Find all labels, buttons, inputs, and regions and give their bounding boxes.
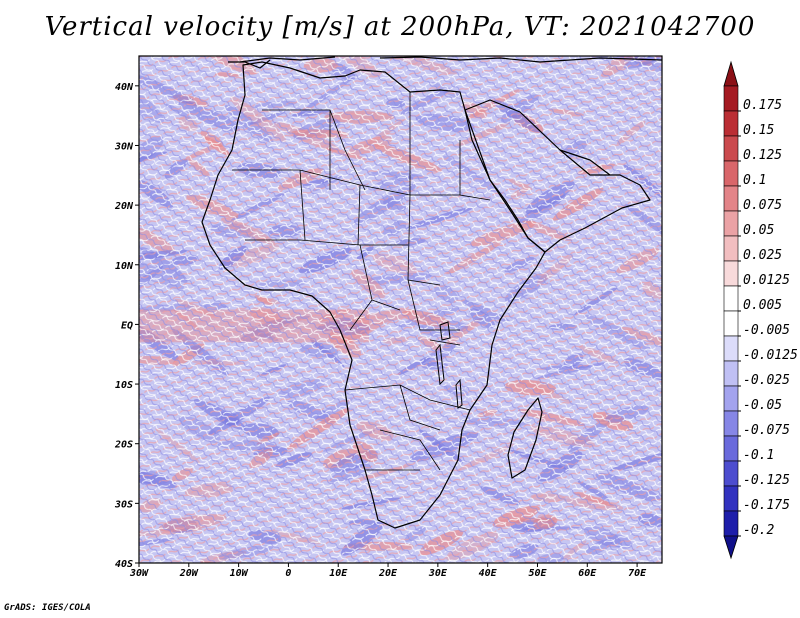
lakes	[435, 321, 463, 409]
colorbar-label: -0.005	[743, 323, 790, 338]
lat-tick-label: 40S	[115, 559, 133, 570]
colorbar-label: 0.0125	[743, 273, 790, 288]
colorbar-label: -0.0125	[743, 348, 798, 363]
colorbar-label: 0.005	[743, 298, 782, 313]
colorbar-label: 0.125	[743, 148, 782, 163]
colorbar-label: 0.075	[743, 198, 782, 213]
colorbar-label: -0.175	[743, 498, 790, 513]
colorbar-swatch	[723, 235, 739, 262]
africa-coastline	[201, 61, 546, 529]
country-borders	[232, 92, 491, 471]
colorbar-label: 0.025	[743, 248, 782, 263]
colorbar-label: 0.05	[743, 223, 774, 238]
lat-tick-label: 20S	[114, 440, 133, 451]
lon-tick-label: 0	[285, 568, 291, 579]
colorbar-swatch	[723, 210, 739, 237]
lat-tick-label: 30S	[114, 499, 133, 510]
colorbar-swatch	[723, 160, 739, 187]
colorbar-swatch	[723, 410, 739, 437]
iberia-coastline	[228, 59, 271, 69]
lat-tick-label: 30N	[114, 141, 134, 152]
lat-tick-label: 10S	[115, 380, 133, 391]
colorbar-label: 0.175	[743, 98, 782, 113]
colorbar-swatch	[723, 435, 739, 462]
lon-tick-label: 30W	[129, 568, 149, 579]
colorbar-swatch	[723, 485, 739, 512]
colorbar-top-arrow	[723, 60, 739, 87]
madagascar-coastline	[507, 397, 543, 479]
arabia-coastline	[464, 99, 651, 253]
colorbar-swatch	[723, 385, 739, 412]
coastlines	[201, 56, 662, 529]
lon-tick-label: 50E	[528, 568, 547, 579]
colorbar-swatch	[723, 85, 739, 112]
footer-credit: GrADS: IGES/COLA	[4, 603, 91, 613]
lat-tick-label: 10N	[115, 261, 134, 272]
velocity-field	[139, 56, 662, 563]
colorbar-label: -0.125	[743, 473, 790, 488]
colorbar-label: 0.1	[743, 173, 766, 188]
lon-tick-label: 30E	[428, 568, 448, 579]
colorbar-swatch	[723, 110, 739, 137]
lat-tick-label: 40N	[115, 82, 134, 93]
europe-coastline	[239, 56, 662, 63]
lon-tick-label: 20E	[378, 568, 398, 579]
colorbar-swatch	[723, 285, 739, 312]
colorbar-swatch	[723, 135, 739, 162]
colorbar-swatch	[723, 260, 739, 287]
colorbar-label: -0.075	[743, 423, 790, 438]
colorbar-bottom-arrow	[723, 535, 739, 560]
colorbar: 0.175 0.15 0.125 0.1 0.075 0.05 0.025 0.0125 0.0…	[723, 60, 798, 560]
lon-tick-label: 70E	[628, 568, 647, 579]
colorbar-label: -0.05	[743, 398, 782, 413]
colorbar-swatch	[723, 185, 739, 212]
lon-tick-label: 10W	[230, 568, 249, 579]
colorbar-swatch	[723, 335, 739, 362]
map-title: Vertical velocity [m/s] at 200hPa, VT: 2…	[44, 12, 756, 42]
colorbar-label: -0.1	[743, 448, 774, 463]
colorbar-swatch	[723, 510, 739, 537]
lon-tick-label: 20W	[179, 568, 199, 579]
persian-gulf	[559, 149, 611, 176]
colorbar-label: -0.2	[743, 523, 774, 538]
colorbar-label: -0.025	[743, 373, 790, 388]
lat-tick-label: 20N	[114, 201, 134, 212]
colorbar-swatch	[723, 310, 739, 337]
lon-tick-label: 40E	[479, 568, 498, 579]
lon-tick-label: 10E	[329, 568, 348, 579]
colorbar-label: 0.15	[743, 123, 774, 138]
colorbar-swatch	[723, 460, 739, 487]
plot-frame	[138, 55, 663, 564]
lon-tick-label: 60E	[578, 568, 597, 579]
colorbar-swatch	[723, 360, 739, 387]
lat-tick-label: EQ	[121, 320, 133, 331]
